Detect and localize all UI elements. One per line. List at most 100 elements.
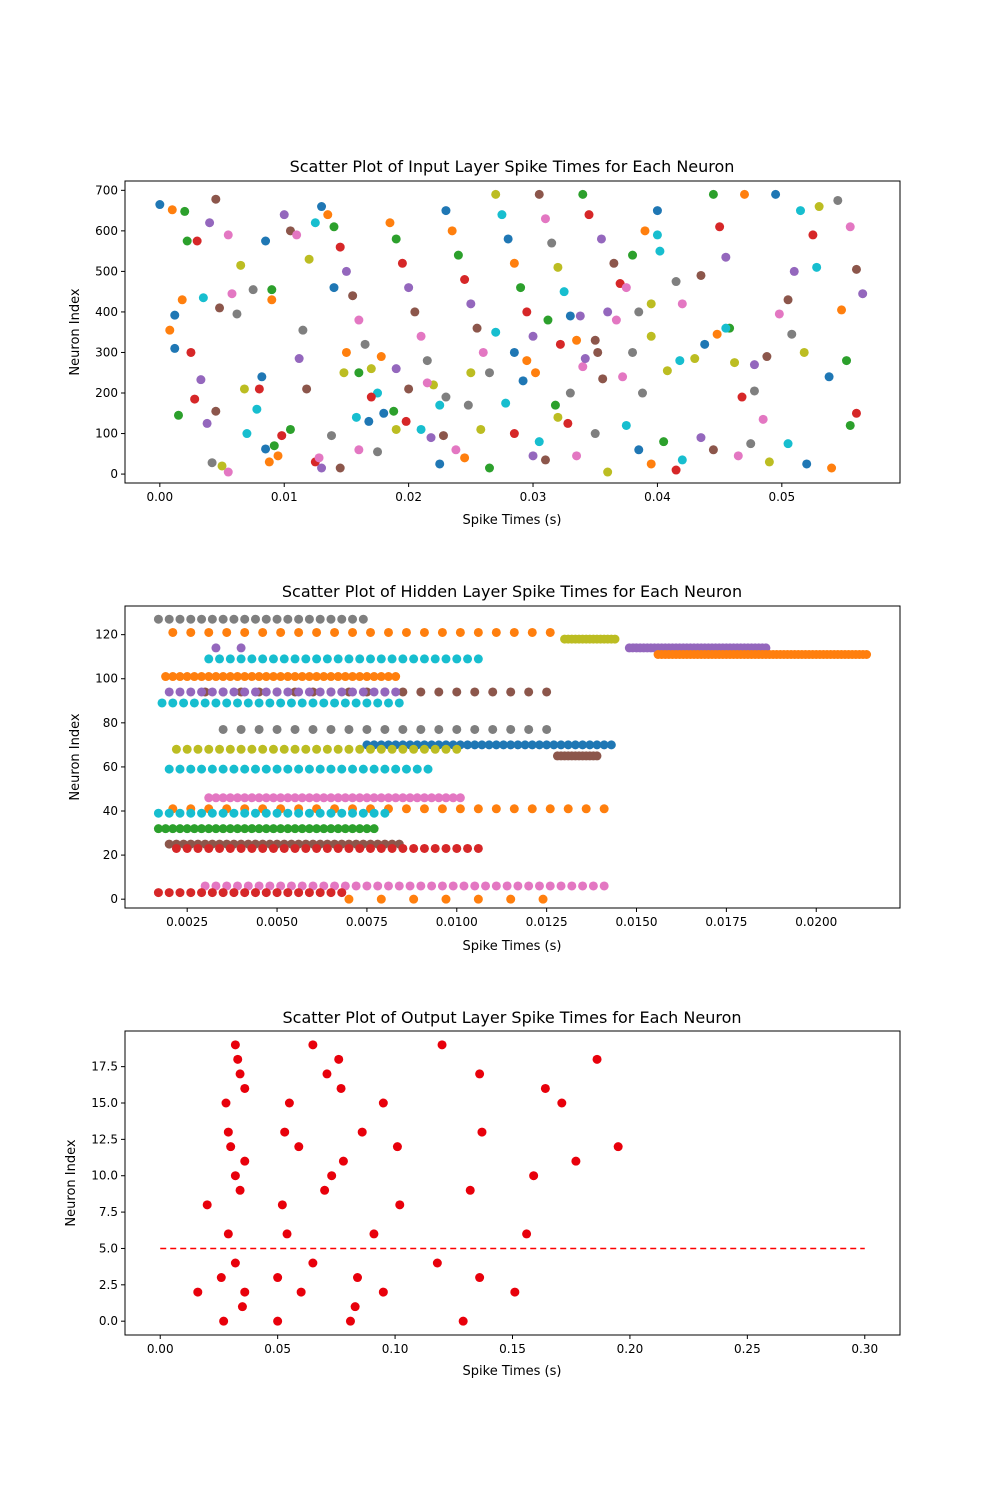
spike-point <box>233 672 243 682</box>
spike-point <box>578 740 588 750</box>
spike-point <box>460 275 470 285</box>
spike-point <box>254 881 264 891</box>
spike-point <box>851 264 861 274</box>
spike-point <box>227 289 237 299</box>
spike-point <box>524 687 534 697</box>
spike-point <box>326 808 336 818</box>
spike-point <box>427 793 437 803</box>
spike-point <box>599 740 609 750</box>
spike-point <box>247 793 257 803</box>
spike-point <box>207 614 217 624</box>
spike-point <box>276 698 286 708</box>
spike-point <box>437 804 447 814</box>
spike-point <box>326 824 336 834</box>
spike-point <box>528 331 538 341</box>
spike-point <box>351 412 361 422</box>
spike-point <box>419 793 429 803</box>
spike-point <box>392 1142 402 1152</box>
spike-point <box>348 808 358 818</box>
spike-point <box>243 881 253 891</box>
spike-point <box>317 202 327 212</box>
spike-point <box>455 627 465 637</box>
spike-point <box>730 358 740 368</box>
spike-point <box>230 1040 240 1050</box>
y-tick-label: 7.5 <box>99 1205 118 1219</box>
x-tick-label: 0.04 <box>644 490 671 504</box>
spike-point <box>463 740 473 750</box>
spike-point <box>584 210 594 220</box>
spike-point <box>225 654 235 664</box>
spike-point <box>419 843 429 853</box>
spike-point <box>304 824 314 834</box>
spike-point <box>268 744 278 754</box>
spike-point <box>269 441 279 451</box>
spike-point <box>383 627 393 637</box>
spike-point <box>232 309 242 319</box>
spike-point <box>236 643 246 653</box>
spike-point <box>315 808 325 818</box>
spike-point <box>448 793 458 803</box>
spike-point <box>273 1273 283 1283</box>
spike-point <box>294 764 304 774</box>
spike-point <box>312 627 322 637</box>
spike-point <box>204 843 214 853</box>
spike-point <box>603 467 613 477</box>
spike-point <box>621 420 631 430</box>
spike-point <box>319 824 329 834</box>
spike-point <box>247 744 257 754</box>
spike-point <box>333 824 343 834</box>
spike-point <box>204 672 214 682</box>
spike-point <box>380 808 390 818</box>
spike-point <box>550 400 560 410</box>
spike-point <box>549 740 559 750</box>
output-y-axis-label: Neuron Index <box>64 1139 79 1226</box>
spike-point <box>789 266 799 276</box>
spike-point <box>304 614 314 624</box>
spike-point <box>488 724 498 734</box>
spike-point <box>312 793 322 803</box>
spike-point <box>358 614 368 624</box>
spike-point <box>524 881 534 891</box>
spike-point <box>613 1142 623 1152</box>
spike-point <box>460 453 470 463</box>
spike-point <box>211 643 221 653</box>
spike-point <box>592 1054 602 1064</box>
spike-point <box>398 687 408 697</box>
spike-point <box>168 672 178 682</box>
spike-point <box>233 793 243 803</box>
spike-point <box>294 687 304 697</box>
spike-point <box>543 315 553 325</box>
hidden-plot-frame <box>124 605 901 909</box>
spike-point <box>410 307 420 317</box>
spike-point <box>258 843 268 853</box>
spike-point <box>279 843 289 853</box>
spike-point <box>250 764 260 774</box>
spike-point <box>394 881 404 891</box>
spike-point <box>340 824 350 834</box>
spike-point <box>175 614 185 624</box>
spike-point <box>250 808 260 818</box>
spike-point <box>477 1127 487 1137</box>
spike-point <box>211 698 221 708</box>
spike-point <box>387 744 397 754</box>
spike-point <box>164 614 174 624</box>
spike-point <box>473 894 483 904</box>
x-tick-label: 0.01 <box>271 490 298 504</box>
spike-point <box>229 687 239 697</box>
spike-point <box>646 299 656 309</box>
spike-point <box>314 453 324 463</box>
spike-point <box>366 364 376 374</box>
x-tick-label: 0.05 <box>264 1342 291 1356</box>
spike-point <box>646 331 656 341</box>
spike-point <box>222 627 232 637</box>
spike-point <box>204 627 214 637</box>
spike-point <box>362 881 372 891</box>
spike-point <box>455 804 465 814</box>
spike-point <box>337 614 347 624</box>
spike-point <box>740 189 750 199</box>
spike-point <box>197 764 207 774</box>
spike-point <box>452 687 462 697</box>
spike-point <box>391 364 401 374</box>
spike-point <box>319 793 329 803</box>
